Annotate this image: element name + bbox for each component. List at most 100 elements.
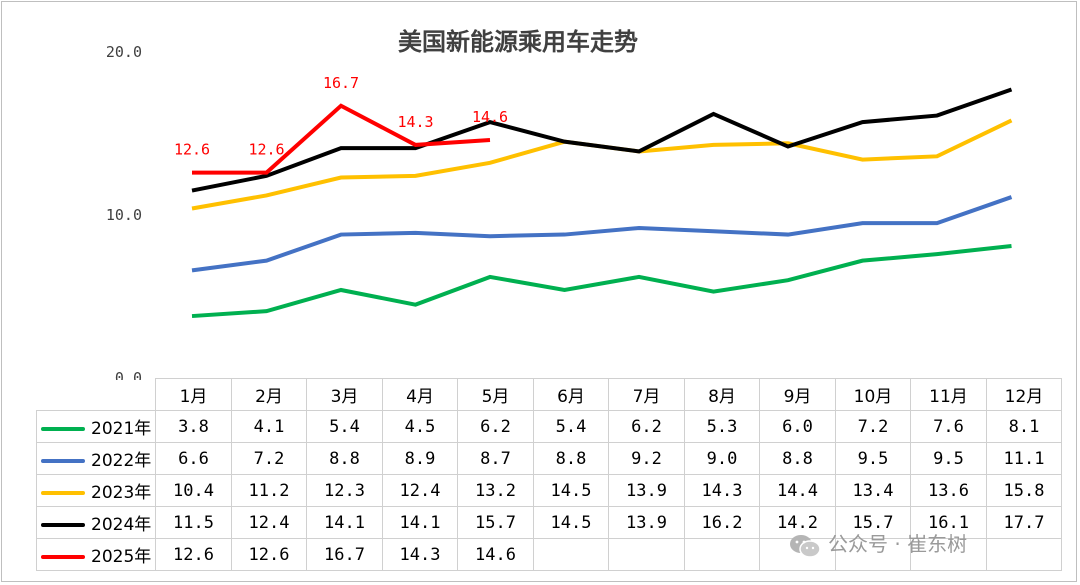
month-header: 4月 (381, 378, 459, 411)
y-tick-label: 0.0 (115, 369, 142, 380)
table-cell: 7.2 (230, 442, 308, 475)
series-line-2022年 (191, 195, 1013, 273)
table-row: 2022年 6.6 7.2 8.8 8.9 8.7 8.8 9.2 9.0 8.8 9.5 9.5 11… (35, 442, 1063, 475)
table-cell: 12.6 (230, 538, 308, 571)
table-cell: 13.4 (834, 474, 912, 507)
table-cell (910, 538, 987, 571)
table-cell: 8.7 (457, 442, 534, 475)
series-name: 2024年 (91, 515, 152, 535)
watermark-text: 公众号 · 崔东树 (828, 532, 968, 556)
table-row: 2025年 12.6 12.6 16.7 14.3 14.6 (35, 538, 1063, 571)
table-cell: 12.4 (230, 506, 308, 539)
table-cell: 17.7 (985, 506, 1063, 539)
table-row: 2023年 10.4 11.2 12.3 12.4 13.2 14.5 13.9 14.3 14.… (35, 474, 1063, 507)
table-cell: 8.8 (532, 442, 610, 475)
table-row: 2024年 11.5 12.4 14.1 14.1 15.7 14.5 13.9 16.2 14.… (35, 506, 1063, 539)
table-cell: 9.5 (834, 442, 912, 475)
data-label: 12.6 (174, 141, 210, 159)
table-cell: 15.8 (985, 474, 1063, 507)
table-cell: 14.1 (306, 506, 383, 539)
table-cell: 13.9 (608, 474, 685, 507)
series-name: 2021年 (91, 419, 152, 439)
table-header-row: 1月 2月 3月 4月 5月 6月 7月 8月 9月 10月 11月 12月 (37, 378, 1063, 411)
table-cell: 7.6 (910, 410, 987, 443)
month-header: 12月 (985, 378, 1063, 411)
table-cell (532, 538, 610, 571)
table-cell: 12.4 (381, 474, 459, 507)
table-cell: 16.2 (683, 506, 761, 539)
table-cell (985, 538, 1063, 571)
table-cell: 13.2 (457, 474, 534, 507)
table-cell: 12.6 (155, 538, 232, 571)
table-cell: 9.5 (910, 442, 987, 475)
table-cell: 5.4 (532, 410, 610, 443)
table-cell: 14.1 (381, 506, 459, 539)
table-cell: 5.4 (306, 410, 383, 443)
month-header: 5月 (457, 378, 534, 411)
table-cell (683, 538, 761, 571)
table-cell: 6.2 (457, 410, 534, 443)
month-header: 11月 (910, 378, 987, 411)
table-cell: 8.1 (985, 410, 1063, 443)
series-line-2025年 (192, 103, 491, 175)
table-cell: 14.4 (759, 474, 836, 507)
table-cell: 8.9 (381, 442, 459, 475)
table-cell: 14.5 (532, 506, 610, 539)
chart-plot: 美国新能源乘用车走势 0.0 10.0 20.0 12.6 12.6 16.7 14.3 1… (106, 28, 1013, 380)
table-cell: 14.5 (532, 474, 610, 507)
series-line-2023年 (191, 118, 1013, 211)
table-corner (37, 379, 156, 411)
month-header: 2月 (230, 378, 308, 411)
table-cell: 6.2 (608, 410, 685, 443)
month-header: 3月 (306, 378, 383, 411)
table-cell: 14.3 (683, 474, 761, 507)
table-cell: 9.2 (608, 442, 685, 475)
legend-swatch (41, 491, 85, 495)
month-header: 10月 (834, 378, 912, 411)
data-label: 12.6 (248, 141, 284, 159)
table-cell: 8.8 (306, 442, 383, 475)
y-tick-label: 20.0 (106, 43, 142, 61)
table-cell: 4.5 (381, 410, 459, 443)
table-cell: 3.8 (155, 410, 232, 443)
series-name: 2022年 (91, 451, 152, 471)
watermark: 公众号 · 崔东树 (788, 528, 967, 559)
table-cell: 5.3 (683, 410, 761, 443)
data-label: 14.6 (472, 108, 508, 126)
table-row: 2021年 3.8 4.1 5.4 4.5 6.2 5.4 6.2 5.3 6.0 7.2 7.6 8.… (35, 410, 1063, 443)
table-cell: 16.1 (910, 506, 987, 539)
table-cell: 6.0 (759, 410, 836, 443)
table-cell: 11.5 (155, 506, 232, 539)
table-cell: 4.1 (230, 410, 308, 443)
series-line-2021年 (191, 243, 1012, 319)
chart-title: 美国新能源乘用车走势 (398, 28, 638, 56)
table-cell: 8.8 (759, 442, 836, 475)
table-cell: 14.3 (381, 538, 459, 571)
table-cell: 15.7 (457, 506, 534, 539)
series-legend: 2024年 (35, 506, 157, 539)
table-cell: 16.7 (306, 538, 383, 571)
table-cell: 11.1 (985, 442, 1063, 475)
legend-swatch (41, 459, 85, 463)
table-cell: 6.6 (155, 442, 232, 475)
table-cell: 14.6 (457, 538, 534, 571)
table-cell: 13.6 (910, 474, 987, 507)
table-cell: 10.4 (155, 474, 232, 507)
month-header: 7月 (608, 378, 685, 411)
legend-swatch (41, 555, 85, 559)
data-table: 1月 2月 3月 4月 5月 6月 7月 8月 9月 10月 11月 12月 2021年 3.8 4.1 5… (35, 378, 1063, 571)
month-header: 8月 (683, 378, 761, 411)
series-legend: 2021年 (35, 410, 157, 443)
table-cell: 15.7 (834, 506, 912, 539)
month-header: 9月 (759, 378, 836, 411)
table-cell (608, 538, 685, 571)
table-cell: 11.2 (230, 474, 308, 507)
wechat-icon (790, 534, 821, 558)
series-name: 2025年 (91, 547, 152, 567)
series-legend: 2025年 (35, 538, 157, 571)
series-name: 2023年 (91, 483, 152, 503)
series-line-2024年 (191, 87, 1013, 193)
data-label: 16.7 (323, 74, 359, 92)
y-tick-label: 10.0 (106, 206, 142, 224)
